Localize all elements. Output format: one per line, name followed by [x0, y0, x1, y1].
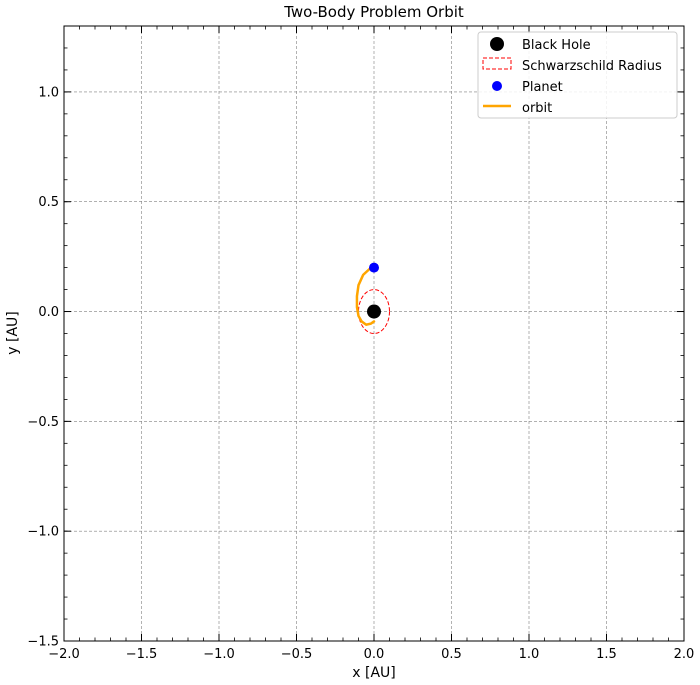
legend: Black Hole Schwarzschild Radius Planet o…: [477, 31, 678, 119]
legend-planet-label: Planet: [522, 80, 563, 95]
black-hole-marker: [367, 304, 381, 319]
y-tick-label: −1.0: [27, 525, 59, 540]
legend-orbit-label: orbit: [522, 101, 552, 116]
x-tick-label: 1.5: [596, 647, 617, 662]
x-tick-label: −1.0: [203, 647, 235, 662]
x-tick-label: −0.5: [281, 647, 313, 662]
x-tick-label: −1.5: [126, 647, 158, 662]
y-axis-title: y [AU]: [5, 311, 21, 354]
x-tick-label: −2.0: [48, 647, 80, 662]
orbit-line: [355, 266, 376, 326]
legend-schwarzschild-marker: [482, 57, 512, 70]
x-tick-label: 1.0: [519, 647, 540, 662]
y-tick-label: 0.5: [38, 195, 59, 210]
x-axis-title: x [AU]: [352, 665, 395, 681]
x-tick-label: 2.0: [674, 647, 695, 662]
y-tick-label: −0.5: [27, 415, 59, 430]
planet-marker: [369, 262, 379, 273]
legend-planet-marker: [492, 81, 502, 91]
y-tick-label: −1.5: [27, 635, 59, 650]
legend-box: [477, 31, 678, 119]
axis-ticks: −2.0 −1.5 −1.0 −0.5 0.0 0.5 1.0 1.5 2.0−1.5−1.0−…: [27, 25, 695, 662]
chart-title: Two-Body Problem Orbit: [283, 3, 464, 21]
legend-black-hole-label: Black Hole: [522, 38, 591, 53]
plot-series: [355, 262, 390, 334]
legend-schwarzschild-label: Schwarzschild Radius: [522, 59, 662, 74]
schwarzschild-radius-circle: [358, 289, 390, 334]
y-tick-label: 0.0: [38, 305, 59, 320]
y-tick-label: 1.0: [38, 85, 59, 100]
legend-black-hole-marker: [490, 37, 504, 51]
x-tick-label: 0.5: [441, 647, 462, 662]
x-tick-label: 0.0: [364, 647, 385, 662]
